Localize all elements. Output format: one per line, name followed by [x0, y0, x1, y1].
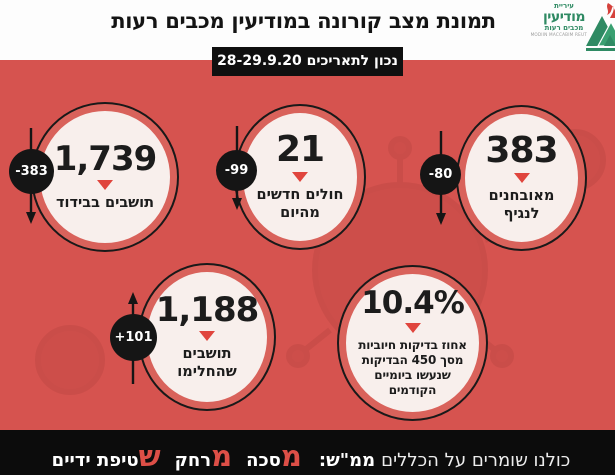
date-badge: נכון לתאריכים 28-29.9.20	[212, 47, 403, 76]
trend-down-icon	[292, 172, 308, 183]
logo-city-label: מודיעין	[542, 9, 586, 26]
delta-badge: -80	[420, 154, 461, 195]
stat-label-line: הקודמים	[388, 383, 437, 397]
stat-value: 1,739	[53, 138, 158, 179]
stat-label-line: שנעשו ביומיים	[374, 368, 451, 382]
footer-rules-bar: כולנו שומרים על הכללים ממ"ש: מסכה מרחק ש…	[0, 430, 615, 475]
delta-badge: -383	[9, 149, 54, 194]
page-title: תמונת מצב קורונה במודיעין מכבים רעות	[111, 9, 496, 33]
stat-value: 383	[485, 130, 558, 172]
stat-label: אחוז בדיקות חיוביות מסך 450 הבדיקות שנעש…	[358, 338, 467, 398]
rule-mask-rest: סכה	[246, 450, 281, 471]
rule-distance-initial: מ	[211, 439, 233, 473]
stat-label-line: מסך 450 הבדיקות	[361, 353, 464, 367]
mountain-flame-logo-icon	[586, 3, 615, 51]
stat-label-line: תושבים	[182, 346, 232, 363]
stat-label-line: מהיום	[280, 204, 320, 221]
rule-mask: מסכה	[246, 439, 302, 473]
stat-circle-diagnosed-with-virus: 383 מאובחנים לנגיף	[458, 107, 585, 249]
trend-down-icon	[97, 179, 113, 190]
stat-circle-positive-test-rate: 10.4% אחוז בדיקות חיוביות מסך 450 הבדיקו…	[339, 267, 486, 419]
stat-value: 10.4%	[361, 285, 465, 321]
stat-label: תושבים בבידוד	[56, 195, 154, 212]
stat-label-line: אחוז בדיקות חיוביות	[358, 338, 467, 352]
logo-sub-label: מכבים רעות	[544, 24, 584, 33]
delta-badge: -99	[216, 150, 257, 191]
stat-value: 21	[275, 129, 325, 171]
rule-handwashing-rest: טיפת ידיים	[51, 450, 139, 471]
stat-circle-new-cases-today: 21 חולים חדשים מהיום	[236, 106, 364, 248]
trend-down-icon	[404, 323, 421, 333]
stat-circle-recovered-residents: 1,188 תושבים שהחלימו	[140, 265, 274, 409]
header: תמונת מצב קורונה במודיעין מכבים רעות עיר…	[0, 0, 615, 60]
delta-badge: +101	[110, 314, 157, 361]
logo-municipality-label: עיריית	[554, 2, 574, 10]
trend-down-icon	[199, 331, 215, 342]
municipality-logo-text: עיריית מודיעין מכבים רעות MODIIN MACCABI…	[530, 2, 587, 38]
stat-label-line: מאובחנים	[488, 188, 555, 205]
footer-prefix: כולנו שומרים על הכללים	[381, 450, 571, 471]
logo-english-label: MODIIN MACCABIM REUT	[530, 32, 587, 38]
rule-distance-rest: רחק	[174, 450, 212, 471]
stat-label-line: תושבים בבידוד	[55, 194, 155, 211]
stat-label: חולים חדשים מהיום	[257, 187, 344, 222]
stat-label: תושבים שהחלימו	[177, 346, 236, 381]
rule-handwashing-initial: ש	[138, 439, 161, 473]
trend-down-icon	[513, 173, 530, 184]
municipality-logo: עיריית מודיעין מכבים רעות MODIIN MACCABI…	[530, 1, 615, 59]
stat-label-line: לנגיף	[503, 205, 540, 222]
footer-acronym: ממ"ש:	[318, 450, 376, 471]
stat-circle-residents-in-isolation: 1,739 תושבים בבידוד	[33, 104, 177, 250]
stat-label-line: שהחלימו	[177, 363, 237, 380]
stat-value: 1,188	[155, 290, 260, 331]
rule-distance: מרחק	[175, 439, 232, 473]
stat-label: מאובחנים לנגיף	[489, 188, 555, 223]
stat-label-line: חולים חדשים	[256, 187, 344, 204]
rule-handwashing: שטיפת ידיים	[52, 439, 161, 473]
rule-mask-initial: מ	[280, 439, 302, 473]
